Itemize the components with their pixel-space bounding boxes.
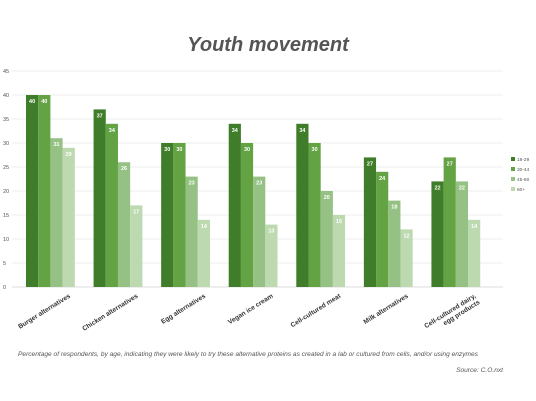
bar <box>468 219 481 287</box>
data-label: 34 <box>299 128 306 134</box>
chart-source: Source: C.O.nxt <box>456 367 503 374</box>
bar <box>130 205 143 287</box>
bar <box>443 157 456 287</box>
data-label: 40 <box>41 99 47 105</box>
y-tick-label: 45 <box>3 69 9 75</box>
bar <box>117 162 131 287</box>
data-label: 29 <box>66 152 72 158</box>
bar <box>93 109 106 288</box>
bar <box>400 229 413 287</box>
y-tick-label: 40 <box>3 93 9 99</box>
chart-title: Youth movement <box>187 34 349 56</box>
data-label: 23 <box>189 181 195 187</box>
bars <box>26 95 481 288</box>
y-tick-label: 25 <box>3 165 9 171</box>
legend-swatch <box>511 167 515 171</box>
x-tick-label: Egg alternatives <box>160 293 207 326</box>
bar <box>265 224 278 287</box>
y-tick-label: 0 <box>3 285 6 291</box>
data-label: 17 <box>133 209 139 215</box>
chart-caption: Percentage of respondents, by age, indic… <box>18 351 478 358</box>
x-tick-label: Cell-cultured meat <box>290 292 343 329</box>
y-tick-label: 10 <box>3 237 9 243</box>
legend-swatch <box>511 157 515 161</box>
data-labels: 40 40 31 29 37 34 26 17 30 30 23 14 34 30 23 13 34 30 20 15… <box>29 99 478 239</box>
bar <box>253 176 266 287</box>
legend-label: 18-29 <box>517 157 530 163</box>
x-tick-label: Chicken alternatives <box>81 293 139 333</box>
bar <box>308 143 321 287</box>
bar <box>363 157 377 287</box>
bar <box>332 215 346 287</box>
bar <box>240 143 254 287</box>
data-label: 20 <box>324 195 330 201</box>
bar <box>197 219 210 287</box>
bar <box>296 123 309 287</box>
bar <box>320 191 333 287</box>
bar <box>38 95 51 287</box>
data-label: 30 <box>176 147 182 153</box>
y-tick-label: 30 <box>3 141 9 147</box>
y-tick-label: 20 <box>3 189 9 195</box>
legend-label: 45-60 <box>517 177 530 183</box>
data-label: 30 <box>244 147 250 153</box>
data-label: 12 <box>403 233 409 239</box>
bar <box>173 143 186 287</box>
x-tick-label: Burger alternatives <box>17 293 72 331</box>
data-label: 13 <box>268 229 274 235</box>
y-axis-ticks: 0 5 10 15 20 25 30 35 40 45 <box>3 69 9 291</box>
data-label: 26 <box>121 166 127 172</box>
x-tick-label: Vegan ice cream <box>227 293 275 326</box>
bar <box>105 123 118 287</box>
bar <box>62 147 75 287</box>
bar <box>455 181 469 287</box>
data-label: 30 <box>312 147 318 153</box>
data-label: 14 <box>201 224 208 230</box>
legend-label: 60+ <box>517 187 525 193</box>
bar <box>26 95 39 287</box>
data-label: 40 <box>29 99 35 105</box>
legend-swatch <box>511 187 515 191</box>
data-label: 18 <box>391 205 397 211</box>
bar <box>50 138 63 287</box>
bar <box>376 171 389 287</box>
data-label: 30 <box>164 147 170 153</box>
x-tick-label: Milk alternatives <box>362 293 410 326</box>
y-tick-label: 35 <box>3 117 9 123</box>
x-tick-label: Cell-cultured dairy,egg products <box>423 293 481 337</box>
bar <box>185 176 198 287</box>
data-label: 23 <box>256 181 262 187</box>
data-label: 27 <box>367 161 373 167</box>
bar <box>161 143 174 287</box>
bar <box>431 181 444 287</box>
data-label: 24 <box>379 176 386 182</box>
legend-label: 30-44 <box>517 167 530 173</box>
data-label: 31 <box>53 142 59 148</box>
legend-swatch <box>511 177 515 181</box>
data-label: 37 <box>97 113 103 119</box>
data-label: 27 <box>447 161 453 167</box>
legend: 18-29 30-44 45-60 60+ <box>511 157 530 193</box>
data-label: 22 <box>459 185 465 191</box>
data-label: 22 <box>434 185 440 191</box>
x-axis-labels: Burger alternatives Chicken alternatives E… <box>17 292 481 337</box>
y-tick-label: 15 <box>3 213 9 219</box>
bar <box>228 123 241 287</box>
bar <box>388 200 401 287</box>
data-label: 34 <box>232 128 239 134</box>
data-label: 34 <box>109 128 116 134</box>
data-label: 15 <box>336 219 342 225</box>
y-tick-label: 5 <box>3 261 6 267</box>
data-label: 14 <box>471 224 478 230</box>
